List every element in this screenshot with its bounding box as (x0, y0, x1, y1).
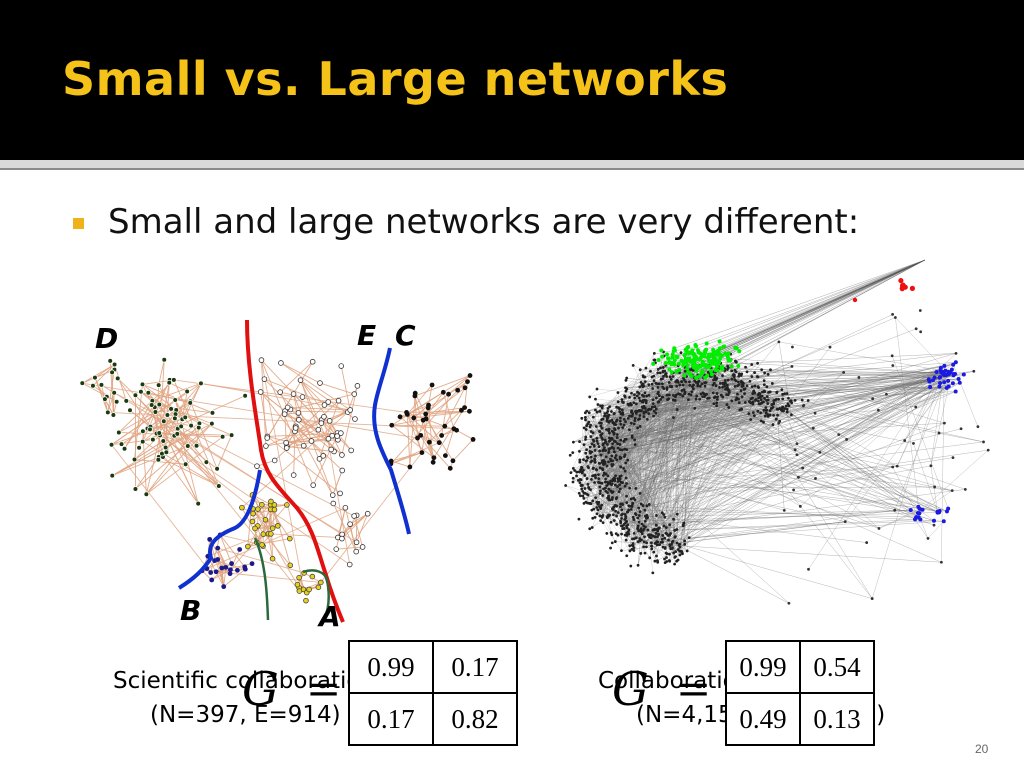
right-matrix-cell: 0.99 (725, 640, 801, 694)
left-matrix-cell: 0.82 (432, 692, 518, 746)
blue-partition-line-left (177, 469, 262, 590)
page-number: 20 (975, 742, 989, 756)
green-partition-line-right (302, 569, 330, 623)
title-divider-shadow (0, 168, 1024, 170)
small-network-nodes (79, 356, 476, 604)
right-matrix-cell: 0.49 (725, 692, 801, 746)
left-matrix-row: 0.17 0.82 (348, 692, 518, 746)
left-matrix-cell: 0.17 (348, 692, 434, 746)
left-g-symbol: G (242, 662, 279, 716)
bullet-marker (73, 218, 84, 229)
label-b: B (180, 594, 201, 627)
right-matrix-cell: 0.13 (799, 692, 875, 746)
title-bar (0, 0, 1024, 160)
right-matrix-row: 0.49 0.13 (725, 692, 875, 746)
small-network-figure: D E C B A (79, 319, 476, 633)
bullet-text: Small and large networks are very differ… (108, 202, 860, 242)
slide-title: Small vs. Large networks (62, 52, 729, 106)
left-matrix-cell: 0.99 (348, 640, 434, 694)
label-a: A (317, 600, 341, 633)
right-matrix-row: 0.99 0.54 (725, 640, 875, 694)
left-matrix-row: 0.99 0.17 (348, 640, 518, 694)
right-equals-sign: = (676, 664, 712, 713)
title-divider (0, 160, 1024, 168)
label-c: C (395, 319, 416, 352)
left-matrix: 0.99 0.17 0.17 0.82 (348, 640, 518, 746)
right-matrix-cell: 0.54 (799, 640, 875, 694)
label-d: D (95, 322, 118, 355)
left-equals-sign: = (306, 664, 342, 713)
large-network-figure (564, 259, 990, 605)
left-caption-line2: (N=397, E=914) (150, 702, 341, 728)
right-matrix: 0.99 0.54 0.49 0.13 (725, 640, 875, 746)
left-caption-line1: Scientific collaborations (113, 668, 388, 694)
large-network-nodes (564, 277, 990, 605)
green-partition-line-left (253, 537, 270, 621)
right-g-symbol: G (612, 662, 649, 716)
label-e: E (357, 319, 376, 352)
left-matrix-cell: 0.17 (432, 640, 518, 694)
blue-partition-line-right (372, 347, 411, 535)
